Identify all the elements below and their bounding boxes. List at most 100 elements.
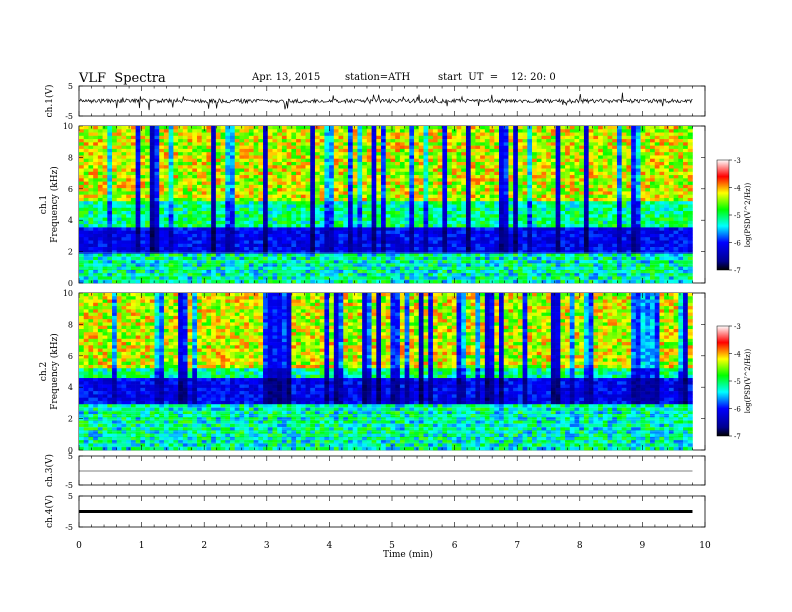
spectrogram-cell — [140, 243, 146, 248]
spectrogram-cell — [588, 204, 594, 209]
spectrogram-cell — [522, 145, 528, 150]
spectrogram-cell — [310, 139, 316, 143]
spectrogram-cell — [319, 211, 325, 215]
spectrogram-cell — [130, 201, 136, 205]
spectrogram-cell — [522, 191, 528, 195]
spectrogram-cell — [319, 224, 325, 228]
spectrogram-cell — [215, 152, 221, 156]
spectrogram-cell — [83, 126, 89, 130]
spectrogram-cell — [522, 240, 528, 245]
spectrogram-cell — [357, 237, 363, 241]
spectrogram-cell — [532, 204, 538, 209]
spectrogram-cell — [83, 171, 89, 176]
spectrogram-cell — [149, 250, 155, 254]
spectrogram-cell — [135, 135, 141, 140]
spectrogram-cell — [475, 139, 481, 143]
spectrogram-cell — [612, 240, 618, 245]
spectrogram-cell — [423, 165, 429, 169]
spectrogram-cell — [277, 227, 283, 231]
spectrogram-cell — [565, 247, 571, 251]
spectrogram-cell — [291, 178, 297, 182]
spectrogram-cell — [272, 191, 278, 195]
spectrogram-cell — [286, 214, 292, 218]
spectrogram-cell — [300, 132, 306, 137]
spectrogram-cell — [267, 178, 273, 182]
spectrogram-cell — [565, 207, 571, 212]
spectrogram-cell — [532, 135, 538, 140]
spectrogram-cell — [149, 204, 155, 209]
spectrogram-cell — [654, 227, 660, 231]
spectrogram-cell — [281, 247, 287, 251]
spectrogram-cell — [130, 145, 136, 150]
spectrogram-cell — [230, 129, 236, 133]
spectrogram-cell — [267, 201, 273, 205]
spectrogram-cell — [272, 158, 278, 163]
spectrogram-cell — [626, 129, 632, 133]
spectrogram-cell — [357, 233, 363, 238]
spectrogram-cell — [683, 161, 689, 166]
spectrogram-cell — [456, 214, 462, 218]
spectrogram-cell — [371, 181, 377, 186]
spectrogram-cell — [607, 129, 613, 133]
spectrogram-cell — [79, 230, 85, 235]
spectrogram-cell — [211, 139, 217, 143]
spectrogram-cell — [178, 214, 184, 218]
spectrogram-cell — [314, 207, 320, 212]
spectrogram-cell — [126, 250, 132, 254]
spectrogram-cell — [347, 214, 354, 218]
spectrogram-cell — [631, 178, 637, 182]
spectrogram-cell — [173, 197, 179, 202]
spectrogram-cell — [291, 211, 297, 215]
spectrogram-cell — [442, 132, 448, 137]
spectrogram-cell — [650, 135, 656, 140]
spectrogram-cell — [281, 126, 287, 130]
spectrogram-cell — [291, 175, 297, 179]
spectrogram-cell — [385, 214, 391, 218]
spectrogram-cell — [300, 224, 306, 228]
spectrogram-cell — [93, 214, 99, 218]
spectrogram-cell — [432, 139, 438, 143]
spectrogram-cell — [286, 129, 292, 133]
spectrogram-cell — [616, 227, 622, 231]
spectrogram-cell — [366, 168, 372, 173]
spectrogram-cell — [300, 171, 306, 176]
spectrogram-cell — [267, 152, 273, 156]
spectrogram-cell — [612, 165, 618, 169]
spectrogram-cell — [357, 168, 363, 173]
spectrogram-cell — [588, 129, 594, 133]
spectrogram-cell — [532, 161, 538, 166]
spectrogram-cell — [300, 220, 306, 225]
spectrogram-cell — [258, 191, 264, 195]
spectrogram-cell — [343, 237, 349, 241]
spectrogram-cell — [324, 158, 330, 163]
spectrogram-cell — [635, 184, 641, 189]
spectrogram-cell — [607, 211, 613, 215]
spectrogram-cell — [664, 224, 670, 228]
spectrogram-cell — [541, 132, 547, 137]
spectrogram-cell — [414, 188, 420, 192]
spectrogram-cell — [414, 184, 420, 189]
spectrogram-cell — [130, 184, 136, 189]
spectrogram-cell — [140, 250, 146, 254]
spectrogram-cell — [310, 201, 316, 205]
spectrogram-cell — [220, 247, 226, 251]
spectrogram-cell — [574, 148, 580, 153]
spectrogram-cell — [546, 129, 552, 133]
spectrogram-cell — [112, 250, 118, 254]
spectrogram-cell — [347, 237, 354, 241]
spectrogram-cell — [536, 142, 542, 146]
spectrogram-cell — [602, 211, 608, 215]
spectrogram-cell — [678, 243, 684, 248]
spectrogram-cell — [635, 161, 641, 166]
spectrogram-cell — [352, 132, 358, 137]
spectrogram-cell — [258, 161, 264, 166]
spectrogram-cell — [116, 184, 122, 189]
spectrogram-cell — [112, 233, 118, 238]
spectrogram-cell — [168, 240, 174, 245]
spectrogram-cell — [291, 204, 297, 209]
spectrogram-cell — [381, 211, 387, 215]
spectrogram-cell — [414, 201, 420, 205]
spectrogram-cell — [631, 135, 637, 140]
spectrogram-cell — [668, 129, 674, 133]
spectrogram-cell — [376, 237, 382, 241]
